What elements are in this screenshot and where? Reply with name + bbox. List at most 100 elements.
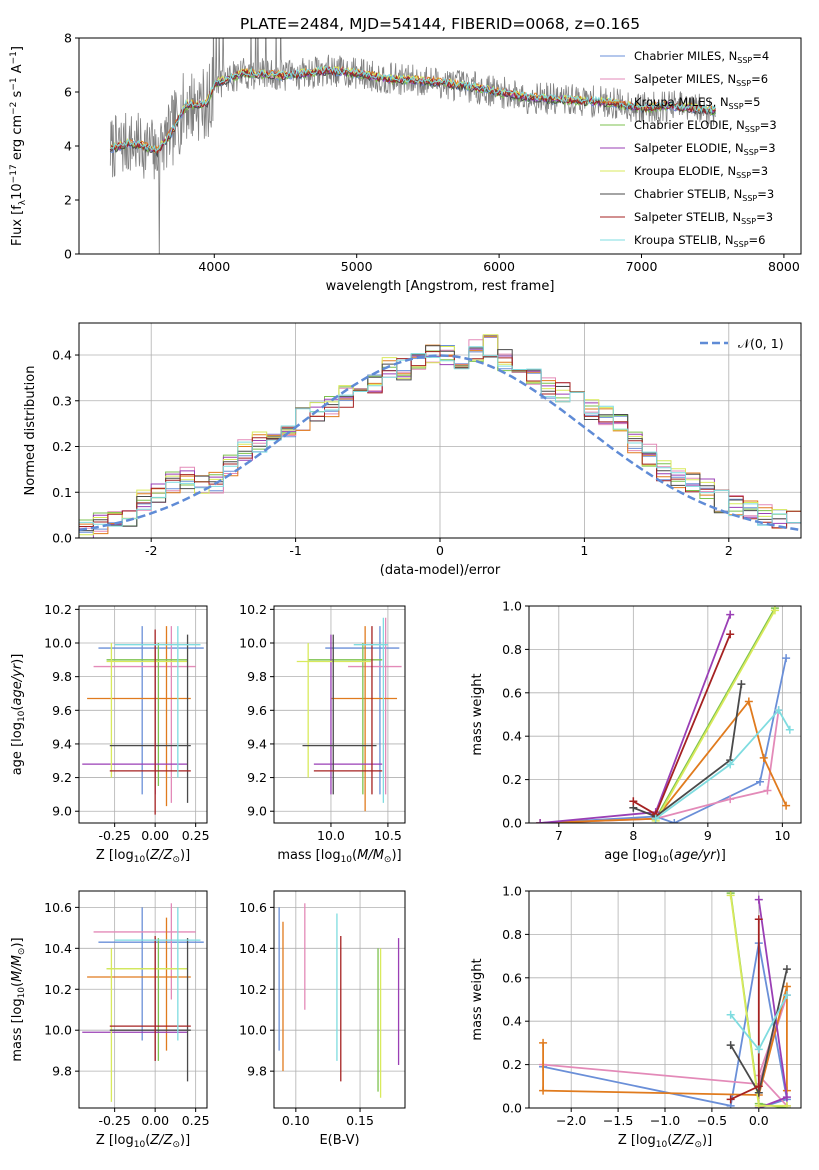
y-tick-label: 1.0 bbox=[502, 599, 522, 614]
y-tick-label: 0.2 bbox=[502, 1057, 522, 1072]
label-part: Z [log bbox=[96, 848, 134, 863]
label-part: 10 bbox=[134, 1140, 146, 1150]
x-tick-label: −2.0 bbox=[556, 1113, 586, 1128]
weight-line-kroupa_stelib bbox=[655, 708, 791, 820]
weight-marker-kroupa_elodie bbox=[782, 1101, 791, 1108]
x-axis-label: E(B-V) bbox=[319, 1133, 359, 1148]
plot-area bbox=[79, 334, 801, 538]
x-axis-label: Z [log10(Z/Z⊙)] bbox=[618, 1133, 712, 1150]
y-tick-label: 1.0 bbox=[502, 884, 522, 899]
y-tick-label: 10.0 bbox=[44, 636, 72, 651]
y-tick-label: 9.2 bbox=[247, 770, 267, 785]
y-tick-label: 0.6 bbox=[502, 970, 522, 985]
y-tick-label: 9.2 bbox=[52, 770, 72, 785]
y-axis-label: mass weight bbox=[470, 958, 485, 1040]
label-part: erg cm bbox=[10, 115, 25, 164]
x-tick-label: 5000 bbox=[341, 259, 373, 274]
label-part: )] bbox=[10, 654, 25, 664]
label-part: s bbox=[10, 90, 25, 101]
y-tick-label: 9.4 bbox=[247, 736, 267, 751]
legend-suffix: =3 bbox=[759, 141, 776, 155]
label-part: age [log bbox=[604, 848, 657, 863]
figure-title: PLATE=2484, MJD=54144, FIBERID=0068, z=0… bbox=[240, 15, 640, 33]
x-tick-label: −1.0 bbox=[650, 1113, 680, 1128]
x-tick-label: 0.25 bbox=[182, 1113, 210, 1128]
y-tick-label: 0.8 bbox=[502, 642, 522, 657]
weight-marker-salpeter_elodie bbox=[754, 895, 763, 904]
label-part: 10 bbox=[17, 987, 27, 999]
x-axis-label: wavelength [Angstrom, rest frame] bbox=[326, 279, 555, 294]
legend-sub: SSP bbox=[737, 56, 752, 65]
legend-suffix: =3 bbox=[757, 187, 774, 201]
weight-line-chabrier_stelib bbox=[632, 683, 743, 818]
axes-mass_vs_ebv: 0.10 0.15 9.8 10.0 10.2 10.4 10.6 E(B-V) bbox=[239, 890, 406, 1148]
y-tick-label: 2 bbox=[64, 193, 72, 208]
legend-suffix: =3 bbox=[760, 118, 777, 132]
y-tick-label: 0.0 bbox=[502, 1101, 522, 1116]
label-part: Z/Z bbox=[149, 848, 173, 863]
y-tick-label: 10.0 bbox=[44, 1023, 72, 1038]
y-tick-label: 6 bbox=[64, 85, 72, 100]
axes-frame bbox=[78, 605, 208, 824]
label-part: ( bbox=[145, 848, 150, 863]
weight-marker-chabrier_miles bbox=[670, 819, 679, 823]
weight-marker-kroupa_miles bbox=[782, 801, 791, 810]
y-tick-label: 10.0 bbox=[239, 1023, 267, 1038]
weight-marker-kroupa_miles bbox=[539, 1086, 548, 1095]
ticks: 4000 5000 6000 7000 8000 0 2 4 6 8 bbox=[64, 31, 800, 275]
x-tick-label: 10.0 bbox=[317, 828, 345, 843]
label-part: mass weight bbox=[470, 673, 485, 755]
weight-marker-kroupa_stelib bbox=[726, 760, 735, 769]
y-tick-label: 0.2 bbox=[502, 772, 522, 787]
label-part: age/yr bbox=[674, 848, 717, 863]
weight-marker-chabrier_stelib bbox=[782, 965, 791, 974]
x-axis-label: Z [log10(Z/Z⊙)] bbox=[96, 848, 190, 865]
axes-age_vs_Z: -0.25 0.00 0.25 9.0 9.2 9.4 9.6 9.8 10.0 10.2 Z [l… bbox=[10, 602, 210, 865]
x-tick-label: -0.25 bbox=[98, 1113, 130, 1128]
plot-area bbox=[539, 891, 791, 1108]
legend-text: Chabrier ELODIE, N bbox=[634, 118, 745, 132]
x-tick-label: 4000 bbox=[198, 259, 230, 274]
ticks: 10.0 10.5 9.0 9.2 9.4 9.6 9.8 10.0 10.2 bbox=[239, 602, 402, 843]
legend-label-salpeter_elodie: Salpeter ELODIE, NSSP=3 bbox=[634, 141, 776, 157]
legend-sub: SSP bbox=[736, 171, 751, 180]
y-tick-label: 9.8 bbox=[247, 1064, 267, 1079]
label-part: ( bbox=[10, 706, 25, 711]
axes-frame bbox=[78, 322, 802, 539]
y-tick-label: 10.6 bbox=[239, 900, 267, 915]
label-part: mass [log bbox=[277, 848, 340, 863]
x-tick-label: 2 bbox=[725, 543, 733, 558]
y-tick-label: 9.4 bbox=[52, 736, 72, 751]
weight-marker-kroupa_stelib bbox=[785, 725, 794, 734]
label-part: age/yr bbox=[10, 662, 25, 705]
label-part: )] bbox=[10, 937, 25, 947]
y-tick-label: 10.2 bbox=[44, 982, 72, 997]
legend-label-gaussian: 𝒩(0, 1) bbox=[738, 336, 784, 351]
weight-marker-salpeter_stelib bbox=[629, 797, 638, 806]
axes-weight_vs_Z: −2.0 −1.5 −1.0 −0.5 0.0 0.0 0.2 0.4 0.6 0.8 1.0 Z [… bbox=[470, 884, 802, 1150]
legend-suffix: =6 bbox=[751, 72, 768, 86]
weight-marker-kroupa_elodie bbox=[726, 891, 735, 900]
weight-marker-kroupa_miles bbox=[782, 982, 791, 991]
label-part: ⊙ bbox=[17, 948, 27, 956]
label-part: Z [log bbox=[618, 1133, 656, 1148]
label-part: Z/Z bbox=[671, 1133, 695, 1148]
model-line-kroupa_stelib bbox=[109, 65, 717, 153]
label-part: −17 bbox=[9, 164, 19, 183]
label-part: M/M bbox=[10, 955, 25, 982]
y-tick-label: 9.0 bbox=[52, 804, 72, 819]
legend-sub: SSP bbox=[729, 102, 744, 111]
weight-marker-chabrier_miles bbox=[782, 654, 791, 663]
plot-area bbox=[296, 617, 402, 812]
weight-marker-chabrier_miles bbox=[756, 777, 765, 786]
weight-marker-kroupa_stelib bbox=[754, 1045, 763, 1054]
x-tick-label: 8000 bbox=[768, 259, 800, 274]
label-part: mass weight bbox=[470, 958, 485, 1040]
y-tick-label: 0.4 bbox=[502, 729, 522, 744]
x-tick-label: 10.5 bbox=[374, 828, 402, 843]
label-part: M/M bbox=[357, 848, 384, 863]
legend-suffix: =5 bbox=[744, 95, 761, 109]
label-part: A bbox=[10, 64, 25, 77]
